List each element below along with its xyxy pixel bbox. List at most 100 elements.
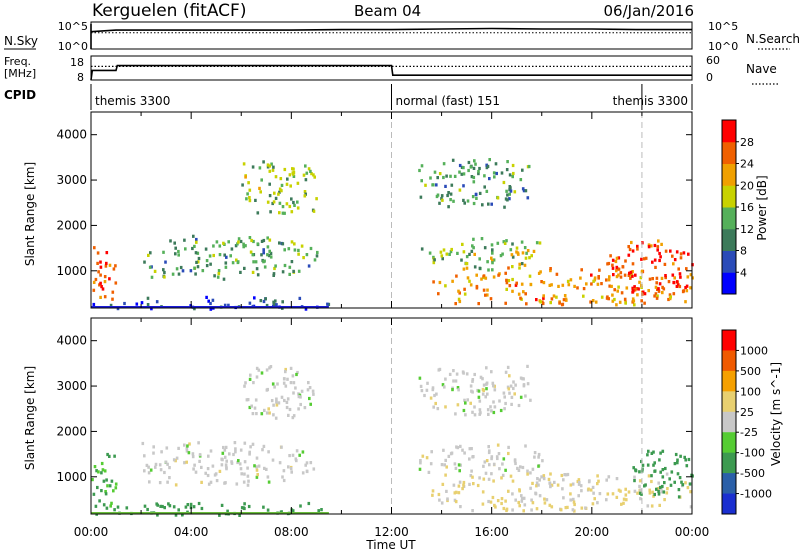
noise-right-tick-top: 10^5 [708, 20, 738, 33]
data-cell [312, 392, 315, 396]
data-cell [292, 381, 296, 385]
data-cell [306, 388, 310, 392]
data-cell [311, 389, 315, 393]
data-cell [283, 248, 286, 252]
data-cell [286, 377, 289, 381]
data-cell [296, 206, 300, 210]
data-cell [271, 382, 275, 386]
data-cell [447, 454, 451, 458]
data-cell [508, 197, 511, 201]
data-cell [440, 254, 444, 258]
data-cell [542, 281, 546, 285]
data-cell [685, 267, 688, 271]
colorbar-tick-label: -1000 [740, 488, 772, 501]
data-cell [165, 446, 169, 450]
data-cell [218, 253, 222, 257]
data-cell [288, 265, 292, 269]
data-cell [620, 291, 624, 295]
data-cell [274, 299, 277, 303]
data-cell [304, 192, 307, 196]
data-cell [282, 469, 286, 473]
data-cell [657, 239, 660, 243]
data-cell [481, 392, 485, 396]
data-cell [227, 240, 230, 244]
data-cell [658, 258, 661, 263]
data-cell [149, 251, 152, 255]
data-cell [474, 193, 478, 197]
data-cell [686, 486, 690, 490]
data-cell [274, 196, 278, 200]
data-cell [572, 500, 576, 504]
cpid-label: CPID [4, 88, 36, 102]
data-cell [529, 486, 532, 490]
data-cell [238, 513, 241, 517]
data-cell [460, 258, 463, 262]
data-cell [611, 258, 615, 262]
data-cell [607, 297, 610, 301]
data-cell [486, 293, 489, 297]
data-cell [678, 284, 682, 289]
data-cell [511, 175, 514, 179]
data-cell [444, 284, 447, 288]
data-cell [486, 164, 490, 168]
data-cell [185, 447, 189, 451]
data-cell [240, 506, 244, 510]
colorbar-swatch [722, 391, 736, 413]
data-cell [262, 238, 266, 243]
data-cell [292, 200, 295, 205]
data-cell [656, 245, 660, 249]
data-cell [158, 463, 162, 467]
data-cell [289, 467, 293, 471]
data-cell [294, 457, 298, 461]
data-cell [255, 468, 259, 472]
data-cell [92, 302, 96, 307]
data-cell [520, 496, 524, 501]
data-cell [635, 287, 639, 291]
data-cell [519, 395, 523, 399]
nave-right-tick-top: 60 [706, 54, 720, 67]
data-cell [433, 258, 436, 262]
data-cell [99, 295, 102, 299]
data-cell [472, 175, 476, 180]
data-cell [103, 275, 107, 279]
data-cell [135, 302, 139, 306]
data-cell [268, 249, 271, 253]
data-cell [655, 281, 658, 285]
data-cell [263, 265, 267, 269]
data-cell [493, 388, 497, 392]
data-cell [664, 466, 667, 471]
data-cell [533, 451, 537, 455]
data-cell [250, 404, 253, 408]
data-cell [501, 462, 504, 466]
data-cell [533, 455, 536, 459]
data-cell [633, 479, 636, 483]
data-cell [473, 252, 476, 256]
data-cell [92, 492, 96, 496]
data-cell [555, 295, 558, 299]
data-cell [653, 469, 656, 473]
data-cell [166, 462, 169, 466]
data-cell [631, 262, 635, 266]
data-cell [511, 255, 515, 259]
data-cell [506, 198, 509, 202]
x-tick-label: 00:00 [675, 525, 710, 539]
data-cell [648, 277, 652, 281]
data-cell [517, 500, 520, 505]
data-cell [465, 262, 469, 266]
data-cell [291, 509, 295, 513]
data-cell [504, 370, 508, 374]
data-cell [489, 405, 492, 409]
data-cell [241, 183, 244, 187]
data-cell [451, 279, 454, 283]
data-cell [511, 492, 514, 496]
data-cell [418, 467, 422, 471]
data-cell [521, 377, 524, 381]
data-cell [665, 472, 669, 476]
cpid-segment-label: themis 3300 [95, 94, 170, 108]
data-cell [548, 283, 552, 287]
data-cell [624, 259, 627, 263]
date-title: 06/Jan/2016 [604, 2, 695, 20]
data-cell [290, 260, 294, 264]
data-cell [239, 467, 243, 471]
data-cell [592, 491, 595, 495]
